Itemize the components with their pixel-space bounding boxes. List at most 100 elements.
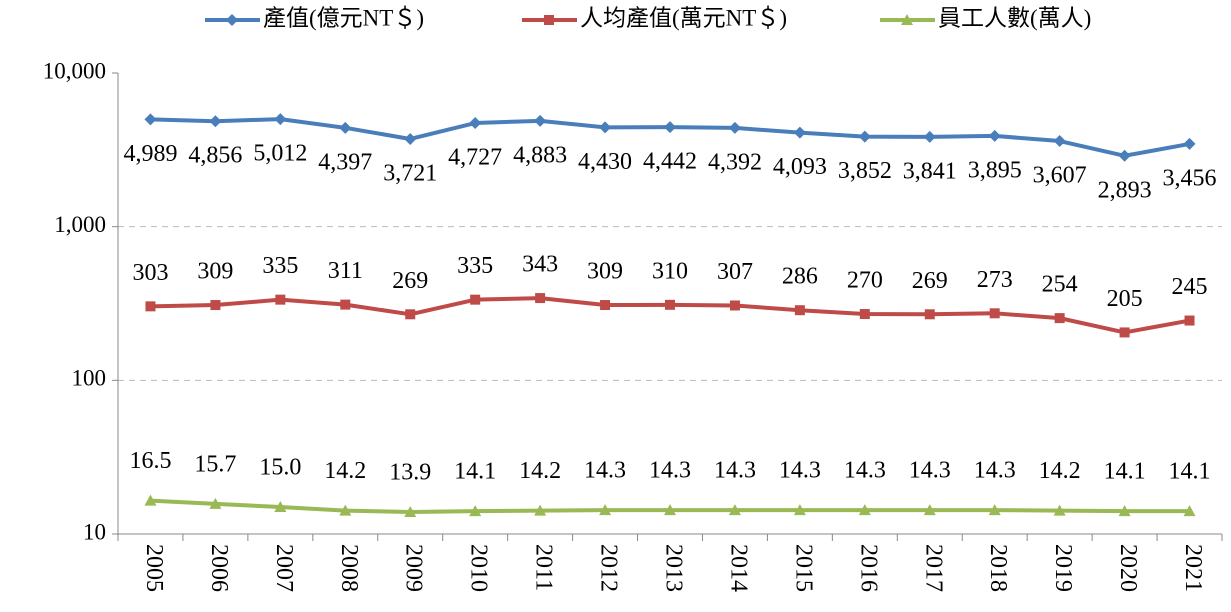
x-tick-label: 2018	[985, 544, 1011, 592]
data-label: 3,841	[903, 158, 957, 184]
marker	[544, 15, 554, 25]
marker	[901, 14, 913, 25]
data-label: 3,895	[968, 157, 1022, 183]
data-label: 4,397	[318, 149, 372, 175]
data-label: 343	[522, 252, 558, 278]
data-label: 15.0	[259, 454, 301, 480]
data-label: 3,852	[838, 158, 892, 184]
marker	[728, 121, 741, 134]
x-tick-label: 2010	[466, 544, 492, 592]
marker	[664, 121, 676, 134]
data-label: 13.9	[389, 460, 431, 486]
data-label: 14.3	[974, 458, 1016, 484]
marker	[793, 504, 806, 516]
marker	[470, 294, 481, 305]
marker	[226, 14, 238, 26]
marker	[729, 300, 740, 311]
x-tick-label: 2009	[401, 544, 427, 592]
marker	[1053, 504, 1066, 516]
data-label: 303	[132, 260, 168, 286]
data-label: 309	[587, 259, 623, 285]
y-tick-label: 10,000	[43, 58, 106, 83]
marker	[988, 129, 1001, 142]
x-tick-label: 2005	[141, 544, 167, 592]
x-tick-label: 2014	[725, 544, 751, 592]
marker	[599, 121, 612, 134]
legend-label: 人均產值(萬元NT＄)	[580, 5, 787, 30]
data-label: 14.2	[1039, 458, 1081, 484]
marker	[469, 505, 482, 517]
marker	[210, 300, 221, 311]
marker	[534, 504, 547, 516]
data-label: 269	[912, 268, 948, 294]
marker	[923, 130, 936, 143]
data-label: 335	[262, 253, 298, 279]
x-tick-label: 2006	[206, 544, 232, 592]
marker	[145, 301, 156, 312]
data-label: 14.3	[649, 458, 691, 484]
data-label: 286	[782, 264, 818, 290]
marker	[989, 308, 1000, 319]
data-label: 270	[847, 268, 883, 294]
marker	[1183, 137, 1196, 150]
marker	[339, 504, 352, 516]
marker	[858, 504, 871, 516]
x-tick-label: 2017	[920, 544, 946, 592]
legend-label: 產值(億元NT＄)	[263, 5, 424, 30]
data-label: 3,721	[383, 160, 437, 186]
marker	[1183, 505, 1196, 517]
x-tick-label: 2020	[1115, 544, 1141, 592]
data-label: 14.3	[584, 458, 626, 484]
data-label: 307	[717, 259, 753, 285]
data-label: 15.7	[194, 451, 236, 477]
data-label: 3,456	[1163, 165, 1217, 191]
marker	[859, 309, 870, 320]
data-label: 254	[1042, 272, 1078, 298]
data-label: 310	[652, 258, 688, 284]
x-tick-label: 2011	[531, 544, 557, 591]
marker	[599, 504, 612, 516]
data-label: 335	[457, 253, 493, 279]
marker	[1118, 149, 1131, 162]
x-tick-label: 2016	[855, 544, 881, 592]
data-label: 4,392	[708, 149, 762, 175]
data-label: 14.3	[909, 458, 951, 484]
y-tick-label: 1,000	[54, 212, 106, 237]
data-label: 14.1	[454, 459, 496, 485]
data-label: 14.2	[519, 458, 561, 484]
data-label: 4,856	[188, 143, 242, 169]
marker	[665, 299, 675, 310]
data-label: 14.3	[844, 458, 886, 484]
marker	[274, 113, 287, 126]
marker	[923, 504, 936, 516]
marker	[1184, 315, 1195, 326]
marker	[144, 113, 157, 126]
data-label: 5,012	[253, 141, 307, 167]
marker	[793, 126, 806, 139]
data-label: 4,727	[448, 145, 502, 171]
data-label: 14.3	[714, 458, 756, 484]
data-label: 14.3	[779, 458, 821, 484]
data-label: 14.1	[1169, 459, 1211, 485]
legend-label: 員工人數(萬人)	[938, 5, 1091, 30]
data-label: 14.1	[1104, 459, 1146, 485]
data-label: 4,093	[773, 154, 827, 180]
marker	[664, 504, 676, 516]
marker	[405, 309, 416, 320]
marker	[600, 300, 611, 311]
marker	[339, 121, 352, 134]
x-tick-label: 2012	[596, 544, 622, 592]
marker	[924, 309, 935, 320]
x-tick-label: 2013	[660, 544, 686, 592]
marker	[275, 294, 286, 305]
data-label: 311	[328, 258, 363, 284]
marker	[858, 130, 871, 143]
x-tick-label: 2021	[1180, 544, 1206, 592]
marker	[274, 500, 287, 512]
y-tick-label: 10	[83, 519, 106, 544]
x-tick-label: 2007	[271, 544, 297, 592]
data-label: 14.2	[324, 458, 366, 484]
y-tick-label: 100	[72, 366, 107, 391]
marker	[794, 305, 805, 316]
